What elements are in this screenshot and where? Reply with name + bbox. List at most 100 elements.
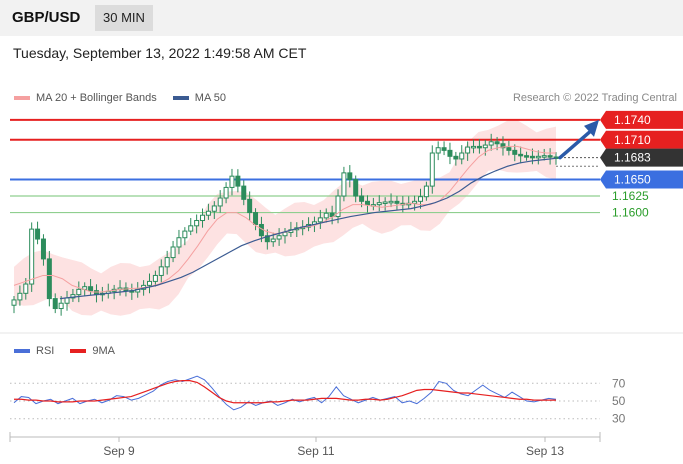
level-label-1.1650: 1.1650 bbox=[614, 172, 651, 186]
candle-body bbox=[241, 185, 247, 200]
candle-body bbox=[518, 153, 524, 157]
candle-body bbox=[423, 185, 429, 198]
symbol-label: GBP/USD bbox=[12, 9, 81, 26]
candle-body bbox=[476, 145, 482, 149]
level-label-1.1710-bg bbox=[600, 130, 683, 149]
candle-body bbox=[388, 200, 394, 204]
candle-body bbox=[17, 292, 23, 301]
candle-body bbox=[529, 155, 535, 159]
candle-body bbox=[58, 302, 64, 310]
candle-body bbox=[88, 286, 94, 292]
rsi-ma-swatch bbox=[70, 349, 87, 353]
x-tick-label: Sep 11 bbox=[297, 444, 334, 458]
candle-body bbox=[253, 212, 259, 225]
candle-body bbox=[418, 196, 423, 202]
rsi-legend-label: RSI bbox=[36, 345, 55, 357]
rsi-ma-legend-label: 9MA bbox=[92, 345, 115, 357]
candle-body bbox=[76, 288, 82, 296]
rsi-tick-70: 70 bbox=[612, 376, 626, 390]
candle-body bbox=[170, 246, 176, 259]
level-label-1.1740: 1.1740 bbox=[614, 113, 651, 127]
candle-body bbox=[223, 186, 229, 199]
level-label-1.1710: 1.1710 bbox=[614, 133, 651, 147]
x-tick-label: Sep 9 bbox=[103, 444, 135, 458]
ma20-swatch bbox=[14, 96, 30, 100]
candle-body bbox=[535, 155, 541, 159]
candle-body bbox=[412, 200, 418, 204]
rsi-tick-30: 30 bbox=[612, 412, 626, 426]
price-legend: MA 20 + Bollinger Bands MA 50 bbox=[14, 92, 226, 104]
candle-body bbox=[541, 155, 547, 158]
candle-body bbox=[459, 152, 465, 160]
candle-body bbox=[205, 210, 211, 216]
candle-body bbox=[147, 280, 152, 286]
candle-body bbox=[488, 141, 494, 146]
ma20-line bbox=[13, 145, 556, 293]
x-tick-label: Sep 13 bbox=[526, 444, 564, 458]
candle-body bbox=[270, 238, 276, 243]
research-credit: Research © 2022 Trading Central bbox=[512, 92, 677, 104]
candle-body bbox=[40, 238, 46, 260]
candle-body bbox=[188, 225, 194, 232]
rsi-series-9MA bbox=[14, 380, 556, 404]
current-price-label: 1.1683 bbox=[614, 151, 651, 165]
candle-body bbox=[364, 200, 370, 206]
candle-body bbox=[353, 178, 359, 197]
ma20-legend-label: MA 20 + Bollinger Bands bbox=[36, 92, 157, 104]
candle-body bbox=[235, 175, 241, 187]
bollinger-band bbox=[14, 120, 556, 316]
candle-body bbox=[335, 195, 341, 218]
level-label-1.1600: 1.1600 bbox=[612, 206, 649, 220]
top-bar: GBP/USD 30 MIN bbox=[0, 0, 683, 36]
candle-body bbox=[506, 147, 512, 151]
candle-body bbox=[182, 230, 188, 239]
candle-body bbox=[465, 146, 471, 154]
candle-body bbox=[500, 143, 506, 149]
candle-body bbox=[152, 274, 158, 282]
ma50-legend-label: MA 50 bbox=[194, 92, 226, 104]
candle-body bbox=[317, 217, 323, 223]
candle-body bbox=[429, 152, 435, 187]
candle-body bbox=[158, 266, 164, 276]
candle-body bbox=[64, 297, 70, 304]
candle-body bbox=[35, 228, 41, 240]
forecast-arrow-shaft bbox=[558, 128, 594, 160]
candle-body bbox=[329, 212, 335, 218]
candle-body bbox=[52, 298, 58, 310]
candle-body bbox=[194, 220, 200, 227]
candle-body bbox=[482, 144, 488, 149]
rsi-tick-50: 50 bbox=[612, 394, 626, 408]
candle-body bbox=[70, 294, 76, 299]
candle-body bbox=[200, 214, 206, 222]
candle-body bbox=[276, 235, 282, 240]
candle-body bbox=[347, 172, 353, 180]
candle-body bbox=[376, 202, 382, 206]
candle-body bbox=[494, 141, 500, 145]
candle-body bbox=[394, 200, 400, 204]
candle-body bbox=[341, 172, 347, 197]
ma50-line bbox=[59, 157, 557, 300]
candle-body bbox=[247, 198, 253, 214]
timeframe-button[interactable]: 30 MIN bbox=[95, 5, 153, 31]
candle-body bbox=[211, 205, 217, 212]
candle-body bbox=[23, 283, 29, 294]
candle-body bbox=[453, 155, 459, 160]
level-label-1.1625: 1.1625 bbox=[612, 189, 649, 203]
candle-body bbox=[46, 258, 52, 300]
candle-body bbox=[323, 212, 329, 219]
candle-body bbox=[441, 147, 447, 151]
rsi-series-RSI bbox=[13, 375, 557, 411]
candle-body bbox=[435, 147, 441, 154]
rsi-legend: RSI 9MA bbox=[14, 345, 115, 357]
candle-body bbox=[176, 237, 182, 248]
candle-body bbox=[524, 155, 530, 158]
candle-body bbox=[359, 195, 365, 202]
candle-body bbox=[11, 299, 17, 306]
rsi-swatch bbox=[14, 349, 30, 353]
candle-body bbox=[512, 149, 518, 155]
candle-body bbox=[29, 228, 35, 285]
candle-body bbox=[471, 145, 477, 149]
candle-body bbox=[264, 235, 270, 243]
candle-body bbox=[229, 175, 235, 188]
